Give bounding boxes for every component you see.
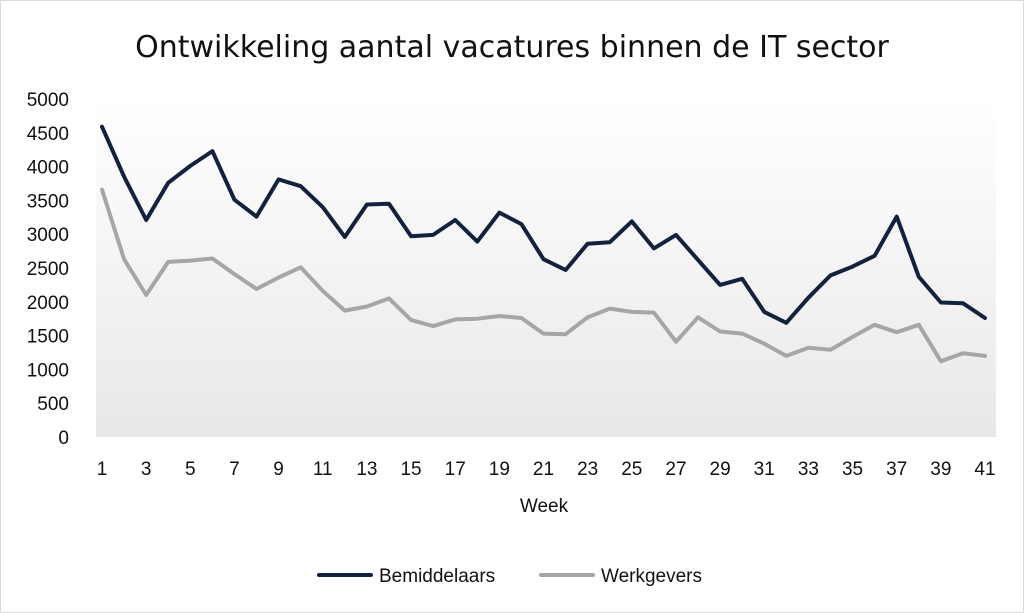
x-tick-label: 19 <box>489 459 510 480</box>
y-tick-label: 2500 <box>27 259 69 280</box>
y-tick-label: 4000 <box>27 158 69 179</box>
x-tick-label: 29 <box>710 459 731 480</box>
legend: Bemiddelaars Werkgevers <box>317 566 702 587</box>
y-tick-label: 1000 <box>27 360 69 381</box>
y-tick-label: 1500 <box>27 327 69 348</box>
legend-label-bemiddelaars: Bemiddelaars <box>379 566 495 587</box>
y-tick-label: 500 <box>37 394 69 415</box>
y-tick-label: 3000 <box>27 225 69 246</box>
y-tick-label: 5000 <box>27 90 69 111</box>
x-tick-label: 25 <box>621 459 642 480</box>
x-tick-label: 39 <box>930 459 951 480</box>
x-tick-label: 33 <box>798 459 819 480</box>
x-tick-label: 41 <box>974 459 995 480</box>
y-tick-label: 4500 <box>27 124 69 145</box>
x-tick-label: 31 <box>754 459 775 480</box>
x-tick-label: 27 <box>665 459 686 480</box>
x-tick-label: 5 <box>185 459 196 480</box>
series-lines <box>100 124 987 364</box>
x-tick-label: 35 <box>842 459 863 480</box>
plot-area <box>96 99 996 437</box>
x-tick-label: 7 <box>229 459 240 480</box>
x-tick-label: 17 <box>445 459 466 480</box>
y-tick-label: 0 <box>58 428 69 449</box>
x-tick-label: 23 <box>577 459 598 480</box>
x-axis-label: Week <box>520 496 569 517</box>
series-line-bemiddelaars <box>100 124 987 325</box>
x-axis-ticks: 1 3 5 7 9 11 13 15 17 19 21 23 25 27 29 31 33 35 37 39 41 <box>97 459 996 480</box>
x-tick-label: 37 <box>886 459 907 480</box>
x-tick-label: 1 <box>97 459 108 480</box>
y-axis-ticks: 0 500 1000 1500 2000 2500 3000 3500 4000 4500 5000 <box>27 90 69 449</box>
x-tick-label: 11 <box>313 459 333 480</box>
y-tick-label: 2000 <box>27 293 69 314</box>
legend-label-werkgevers: Werkgevers <box>601 566 702 587</box>
x-tick-label: 15 <box>400 459 421 480</box>
chart-title: Ontwikkeling aantal vacatures binnen de … <box>135 30 889 65</box>
x-tick-label: 21 <box>533 459 554 480</box>
y-tick-label: 3500 <box>27 191 69 212</box>
series-line-werkgevers <box>100 187 987 364</box>
x-tick-label: 9 <box>273 459 284 480</box>
x-tick-label: 13 <box>356 459 377 480</box>
x-tick-label: 3 <box>141 459 152 480</box>
